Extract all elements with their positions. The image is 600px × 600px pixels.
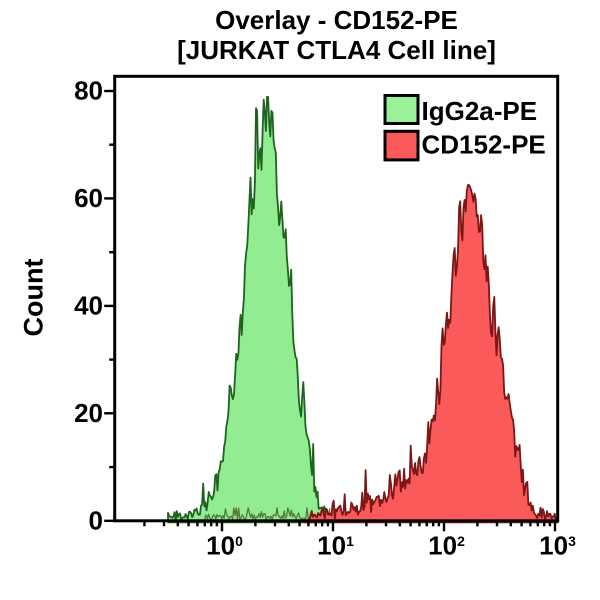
svg-text:IgG2a-PE: IgG2a-PE [422, 96, 538, 126]
svg-text:CD152-PE: CD152-PE [422, 130, 546, 160]
svg-text:101: 101 [317, 531, 354, 561]
svg-text:20: 20 [74, 398, 103, 428]
svg-text:102: 102 [428, 531, 465, 561]
svg-text:0: 0 [89, 505, 103, 535]
svg-text:80: 80 [74, 76, 103, 106]
svg-text:40: 40 [74, 290, 103, 320]
svg-text:103: 103 [539, 531, 576, 561]
svg-text:100: 100 [206, 531, 243, 561]
svg-text:60: 60 [74, 183, 103, 213]
